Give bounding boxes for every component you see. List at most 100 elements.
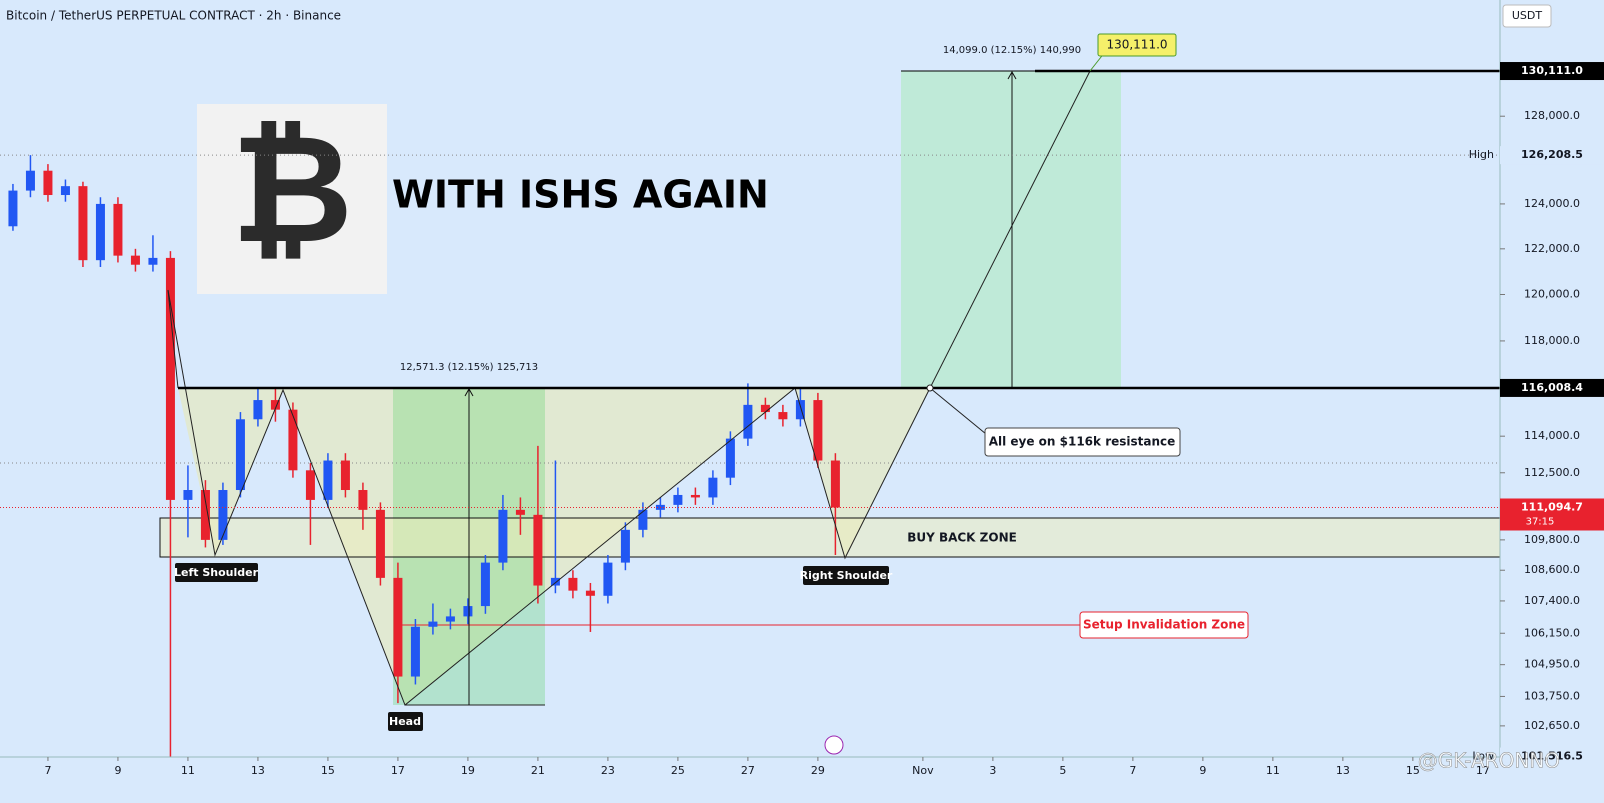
candle-body [130,255,140,265]
x-tick-label: 9 [114,764,121,777]
note-pointer [929,387,987,435]
candle-body [673,494,683,505]
label-box [803,566,889,585]
candle-body [183,490,193,500]
price-label-box [1500,747,1604,766]
price-label: 116,008.4 [1521,381,1583,394]
candle-body [463,606,473,617]
x-tick-label: 19 [461,764,475,777]
candle-body [620,529,630,563]
candle-body [498,509,508,563]
candle-body [323,460,333,500]
candle-body [270,400,280,410]
y-unit: USDT [1512,9,1543,22]
price-label: 101,516.5 [1521,750,1583,763]
candle-body [533,514,543,586]
candle-body [813,400,823,461]
candle-body [603,562,613,596]
candle-body [708,477,718,498]
x-tick-label: 7 [1129,764,1136,777]
candle-body [95,203,105,261]
candle-body [60,186,70,196]
candle-body [340,460,350,491]
candle-body [428,621,438,627]
unit-box [1502,4,1552,28]
y-tick-label: 124,000.0 [1524,197,1580,210]
candle-body [568,577,578,591]
y-tick-label: 106,150.0 [1524,626,1580,639]
buy-back-zone [159,517,1501,558]
candle-body [778,412,788,420]
y-tick-label: 108,600.0 [1524,563,1580,576]
candle-body [690,494,700,498]
candle-body [165,257,175,500]
event-icon [824,735,844,755]
chart-title: Bitcoin / TetherUS PERPETUAL CONTRACT · … [6,9,341,23]
price-axis [1500,0,1604,803]
x-tick-label: 5 [1059,764,1066,777]
target-callout [1097,33,1177,57]
y-tick-label: 122,000.0 [1524,242,1580,255]
price-label-name: Low [1472,750,1494,763]
x-tick-label: 11 [1266,764,1280,777]
logo: ₿ [231,103,353,277]
candle-body [830,460,840,508]
x-tick-label: 25 [671,764,685,777]
x-tick-label: 11 [181,764,195,777]
head-label: Head [389,715,421,728]
candle-body [235,419,245,491]
candle-body [795,400,805,420]
candle-body [725,438,735,478]
price-label: 126,208.5 [1521,148,1583,161]
y-tick-label: 102,650.0 [1524,719,1580,732]
measure-label: 12,571.3 (12.15%) 125,713 [400,362,538,373]
candle-body [585,590,595,596]
anchor [926,384,934,392]
countdown: 37:15 [1526,516,1555,527]
price-label: 111,094.7 [1521,500,1583,513]
label-box [175,563,258,582]
candle-body [78,186,88,261]
x-tick-label: 13 [1336,764,1350,777]
pattern-line [167,70,1091,706]
price-label-box [1500,62,1604,81]
x-tick-label: 17 [1476,764,1490,777]
candle-body [148,257,158,265]
arrow-head [1007,70,1017,80]
invalidation-box [1079,611,1249,639]
headline: WITH ISHS AGAIN [392,173,769,217]
x-tick-label: 17 [391,764,405,777]
candle-body [218,490,228,540]
y-tick-label: 107,400.0 [1524,594,1580,607]
right-shoulder-label: Right Shoulder [800,569,893,582]
candle-body [43,170,53,196]
price-label-box [1500,498,1604,531]
y-tick-label: 109,800.0 [1524,533,1580,546]
x-tick-label: 3 [989,764,996,777]
x-tick-label: 29 [811,764,825,777]
candle-body [375,509,385,578]
candle-body [253,400,263,420]
candles [8,155,840,757]
candle-body [550,577,560,586]
target-label: 130,111.0 [1106,38,1167,52]
x-tick-label: 13 [251,764,265,777]
logo-box [197,104,387,294]
price-label: 130,111.0 [1521,64,1583,77]
x-tick-label: 23 [601,764,615,777]
candle-body [358,490,368,510]
y-tick-label: 114,000.0 [1524,429,1580,442]
price-label-box [1500,146,1604,165]
x-tick-label: 21 [531,764,545,777]
pattern-line [167,289,179,389]
x-tick-label: 9 [1199,764,1206,777]
y-tick-label: 103,750.0 [1524,689,1580,702]
price-label-box [1500,378,1604,397]
resistance-note: All eye on $116k resistance [989,435,1176,449]
candle-body [25,170,35,191]
overlay: ₿ WITH ISHS AGAIN 12,571.3 (12.15%) 125,… [0,9,1500,755]
x-tick-label: 15 [1406,764,1420,777]
measure-label: 14,099.0 (12.15%) 140,990 [943,45,1081,56]
candle-body [288,409,298,471]
